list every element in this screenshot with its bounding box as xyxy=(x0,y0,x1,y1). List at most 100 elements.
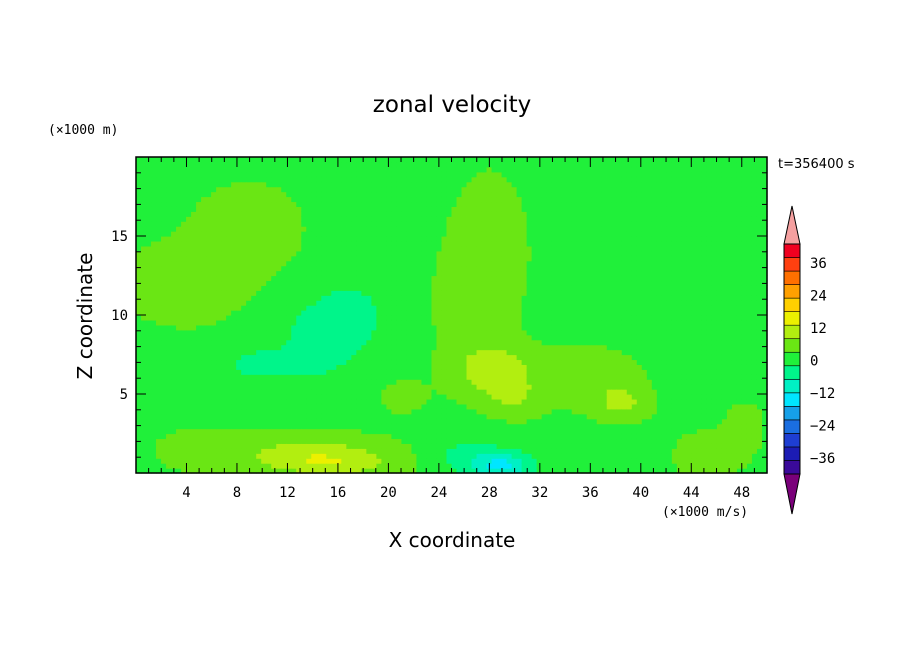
field-cell xyxy=(391,389,398,395)
field-cell xyxy=(311,260,317,267)
field-cell xyxy=(351,305,357,311)
field-cell xyxy=(181,344,187,351)
field-cell xyxy=(216,186,222,193)
field-cell xyxy=(306,231,312,237)
field-cell xyxy=(461,171,468,178)
field-cell xyxy=(136,448,142,454)
field-cell xyxy=(181,433,187,440)
field-cell xyxy=(426,290,433,296)
field-cell xyxy=(191,389,197,395)
field-cell xyxy=(331,260,337,267)
field-cell xyxy=(506,176,513,183)
field-cell xyxy=(141,334,147,341)
field-cell xyxy=(336,245,342,252)
field-cell xyxy=(511,240,518,247)
field-cell xyxy=(416,166,423,173)
field-cell xyxy=(146,428,152,435)
field-cell xyxy=(326,438,332,444)
field-cell xyxy=(146,433,152,440)
field-cell xyxy=(461,285,468,291)
field-cell xyxy=(321,324,327,331)
field-cell xyxy=(371,196,377,203)
field-cell xyxy=(391,428,398,435)
field-cell xyxy=(236,423,242,430)
field-cell xyxy=(331,255,337,262)
field-cell xyxy=(281,463,287,469)
field-cell xyxy=(211,369,217,375)
field-cell xyxy=(336,339,342,346)
field-cell xyxy=(376,300,382,306)
field-cell xyxy=(196,236,202,242)
field-cell xyxy=(491,433,498,440)
field-cell xyxy=(136,423,142,430)
field-cell xyxy=(356,403,362,410)
field-cell xyxy=(331,423,337,430)
field-cell xyxy=(296,364,302,370)
field-cell xyxy=(401,398,408,405)
field-cell xyxy=(206,359,212,365)
field-cell xyxy=(206,201,212,207)
field-cell xyxy=(376,324,382,331)
field-cell xyxy=(141,344,147,351)
field-cell xyxy=(186,245,192,252)
field-cell xyxy=(366,161,372,168)
field-cell xyxy=(216,166,222,173)
field-cell xyxy=(426,280,433,286)
field-cell xyxy=(231,196,237,203)
field-cell xyxy=(481,250,488,257)
field-cell xyxy=(221,265,227,272)
field-cell xyxy=(216,295,222,301)
field-cell xyxy=(466,413,473,420)
field-cell xyxy=(381,438,387,444)
field-cell xyxy=(146,260,152,267)
field-cell xyxy=(386,428,393,435)
field-cell xyxy=(386,161,393,168)
field-cell xyxy=(476,463,483,469)
field-cell xyxy=(411,245,418,252)
field-cell xyxy=(291,295,297,301)
field-cell xyxy=(151,236,157,242)
field-cell xyxy=(351,240,357,247)
field-cell xyxy=(341,305,347,311)
field-cell xyxy=(396,448,403,454)
field-cell xyxy=(416,384,423,390)
field-cell xyxy=(206,315,212,321)
field-cell xyxy=(146,186,152,193)
field-cell xyxy=(441,161,448,168)
field-cell xyxy=(151,161,157,168)
field-cell xyxy=(216,359,222,365)
field-cell xyxy=(426,359,433,365)
field-cell xyxy=(141,359,147,365)
field-cell xyxy=(351,176,357,183)
field-cell xyxy=(476,196,483,203)
field-cell xyxy=(516,339,523,346)
field-cell xyxy=(311,290,317,296)
field-cell xyxy=(401,166,408,173)
field-cell xyxy=(171,186,177,193)
field-cell xyxy=(166,339,172,346)
field-cell xyxy=(346,206,352,212)
field-cell xyxy=(436,339,443,346)
field-cell xyxy=(371,181,377,188)
field-cell xyxy=(421,423,428,430)
field-cell xyxy=(306,211,312,217)
field-cell xyxy=(206,226,212,232)
field-cell xyxy=(171,433,177,440)
field-cell xyxy=(161,250,167,257)
field-cell xyxy=(491,157,498,163)
field-cell xyxy=(476,324,483,331)
field-cell xyxy=(196,206,202,212)
field-cell xyxy=(171,339,177,346)
field-cell xyxy=(371,448,377,454)
field-cell xyxy=(266,191,272,198)
field-cell xyxy=(196,191,202,198)
field-cell xyxy=(466,339,473,346)
field-cell xyxy=(256,349,262,356)
field-cell xyxy=(411,157,418,163)
field-cell xyxy=(261,364,267,370)
field-cell xyxy=(391,157,398,163)
field-cell xyxy=(476,374,483,380)
field-cell xyxy=(466,334,473,341)
field-cell xyxy=(336,255,342,262)
field-cell xyxy=(171,270,177,277)
